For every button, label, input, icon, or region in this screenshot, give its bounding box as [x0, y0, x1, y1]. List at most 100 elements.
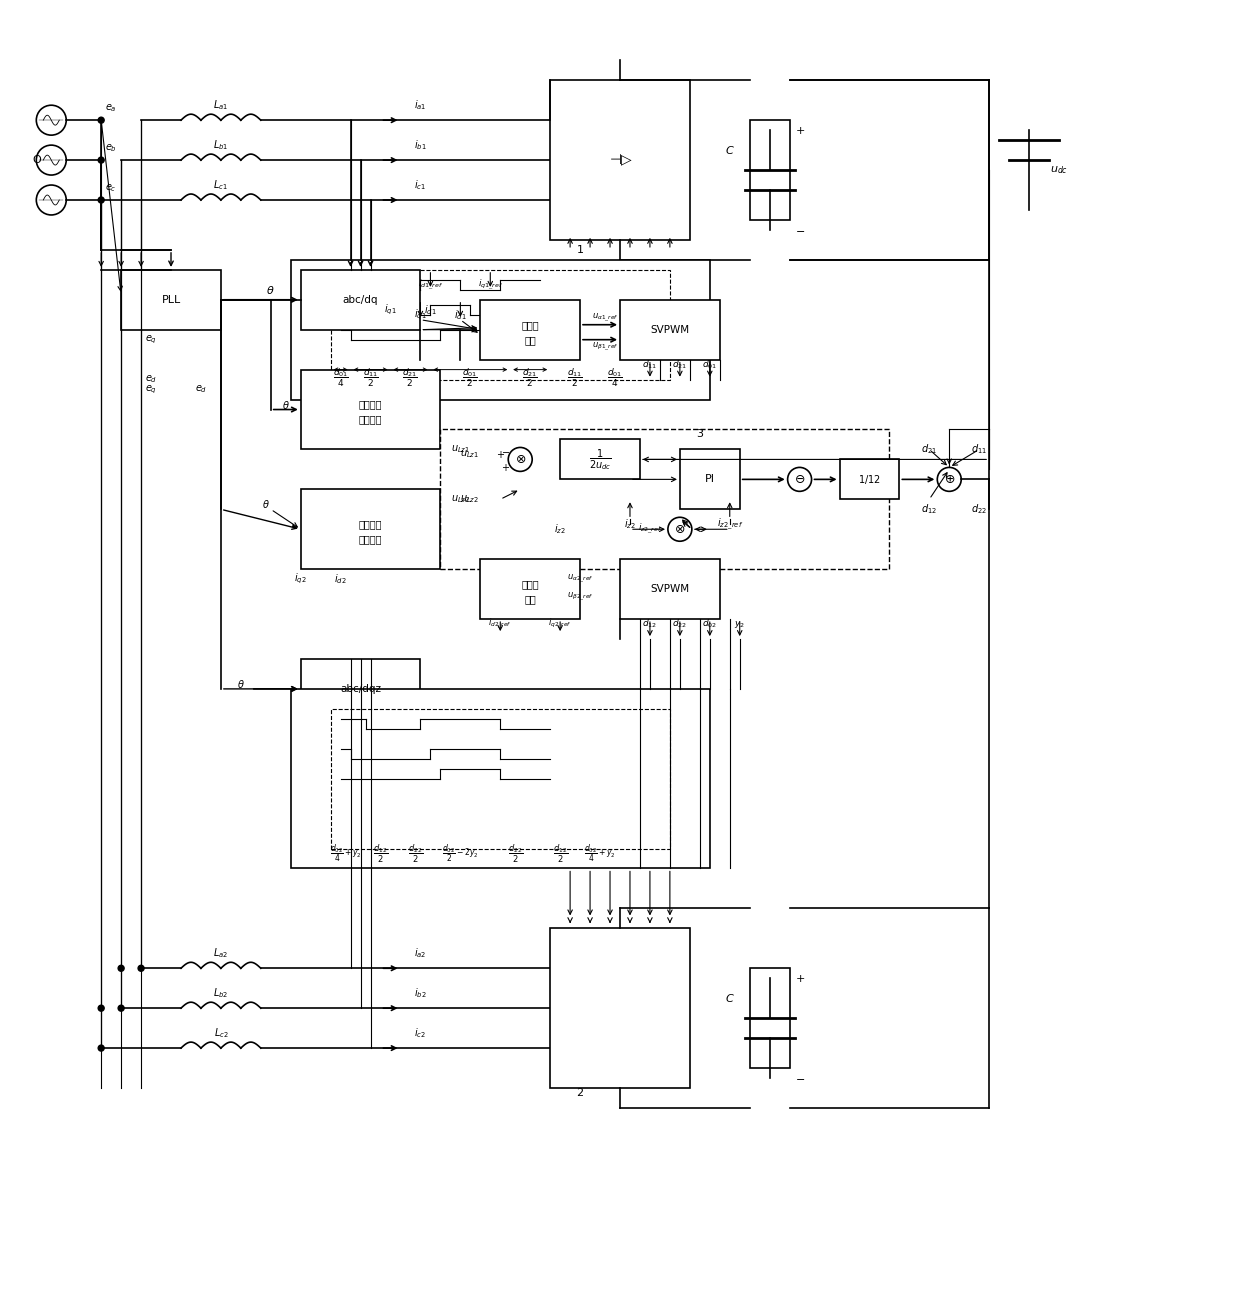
Text: $\dfrac{d_{11}}{2}$: $\dfrac{d_{11}}{2}$	[362, 366, 378, 389]
Text: $u_{Lz1}$: $u_{Lz1}$	[451, 443, 470, 455]
Text: $\dfrac{1}{2u_{dc}}$: $\dfrac{1}{2u_{dc}}$	[589, 447, 611, 472]
Bar	[750, 120, 790, 220]
Text: $i_{d1\_ref}$: $i_{d1\_ref}$	[418, 277, 443, 293]
Text: O: O	[32, 155, 41, 165]
Text: $i_{q2}$: $i_{q2}$	[294, 572, 308, 586]
Text: $\dfrac{d_{22}}{2}$: $\dfrac{d_{22}}{2}$	[408, 843, 423, 865]
Text: $+$: $+$	[795, 125, 805, 135]
Text: $u_{\alpha 2\_ref}$: $u_{\alpha 2\_ref}$	[567, 572, 594, 585]
Text: $d_{11}$: $d_{11}$	[642, 358, 657, 371]
Circle shape	[98, 197, 104, 202]
Text: 节器: 节器	[525, 335, 536, 344]
Text: $u_{Lz1}$: $u_{Lz1}$	[460, 449, 480, 460]
Text: $i_{q2\_ref}$: $i_{q2\_ref}$	[548, 617, 572, 632]
Text: $i_{z2\_ref}$: $i_{z2\_ref}$	[717, 517, 743, 532]
Bar	[680, 450, 740, 509]
Circle shape	[98, 1045, 104, 1051]
Text: 电流调: 电流调	[521, 320, 539, 330]
Text: $L_{c1}$: $L_{c1}$	[213, 178, 228, 192]
Text: $\dfrac{d_{12}}{2}$: $\dfrac{d_{12}}{2}$	[553, 843, 568, 865]
Text: $i_{c2}$: $i_{c2}$	[414, 1026, 427, 1040]
Text: $\theta$: $\theta$	[281, 398, 290, 410]
Text: SVPWM: SVPWM	[650, 325, 689, 335]
Text: $i_{b2}$: $i_{b2}$	[414, 986, 427, 1000]
Text: SVPWM: SVPWM	[650, 584, 689, 594]
Bar	[290, 260, 709, 400]
Text: 电压计算: 电压计算	[358, 534, 382, 544]
Circle shape	[118, 1005, 124, 1011]
Text: 1: 1	[577, 245, 584, 255]
Text: $d_{21}$: $d_{21}$	[921, 442, 937, 456]
Text: $u_{Lz2}$: $u_{Lz2}$	[460, 494, 480, 505]
Text: $\dfrac{d_{22}}{2}$: $\dfrac{d_{22}}{2}$	[507, 843, 523, 865]
Text: $i_{d2\_ref}$: $i_{d2\_ref}$	[489, 617, 512, 632]
Text: $\dfrac{d_{02}}{4}+y_2$: $\dfrac{d_{02}}{4}+y_2$	[330, 843, 361, 865]
Text: $1/12$: $1/12$	[858, 473, 880, 486]
Bar	[290, 688, 709, 869]
Bar	[331, 709, 670, 848]
Text: $e_c$: $e_c$	[105, 182, 117, 193]
Text: $\dfrac{d_{11}}{2}$: $\dfrac{d_{11}}{2}$	[567, 366, 583, 389]
Text: $i_{b1}$: $i_{b1}$	[414, 138, 427, 152]
Text: PI: PI	[704, 474, 714, 485]
Text: $-$: $-$	[795, 226, 805, 235]
Text: $d_{22}$: $d_{22}$	[672, 617, 687, 630]
Bar	[560, 440, 640, 480]
Text: $L_{b2}$: $L_{b2}$	[213, 986, 228, 1000]
Text: $i_{c1}$: $i_{c1}$	[414, 178, 427, 192]
Text: $u_{\beta 1\_ref}$: $u_{\beta 1\_ref}$	[591, 340, 619, 353]
Bar	[839, 459, 899, 499]
Text: $\dfrac{d_{01}}{4}$: $\dfrac{d_{01}}{4}$	[608, 366, 622, 389]
Text: $i_{d1}$: $i_{d1}$	[454, 308, 466, 322]
Text: $\otimes$: $\otimes$	[675, 523, 686, 536]
Circle shape	[98, 1005, 104, 1011]
Text: 电流调: 电流调	[521, 579, 539, 589]
Bar	[301, 490, 440, 570]
Text: $\dfrac{d_{02}}{4}+y_2$: $\dfrac{d_{02}}{4}+y_2$	[584, 843, 616, 865]
Text: $i_{q1\_ref}$: $i_{q1\_ref}$	[477, 277, 503, 293]
Text: $d_{01}$: $d_{01}$	[702, 358, 718, 371]
Text: $i_{d2}$: $i_{d2}$	[335, 572, 347, 586]
Text: $+$: $+$	[496, 449, 505, 460]
Text: PLL: PLL	[161, 295, 181, 304]
Text: $d_{12}$: $d_{12}$	[921, 503, 937, 516]
Bar	[301, 370, 440, 450]
Text: $L_{c2}$: $L_{c2}$	[213, 1026, 228, 1040]
Text: 电感零序: 电感零序	[358, 400, 382, 410]
Text: $d_{02}$: $d_{02}$	[702, 617, 718, 630]
Text: 2: 2	[577, 1088, 584, 1098]
Bar	[750, 968, 790, 1069]
Circle shape	[118, 965, 124, 972]
Text: $\theta$: $\theta$	[237, 678, 244, 690]
Text: $\otimes$: $\otimes$	[515, 452, 526, 465]
Text: $\dfrac{d_{21}}{2}$: $\dfrac{d_{21}}{2}$	[403, 366, 418, 389]
Bar	[620, 559, 719, 619]
Text: $e_d$: $e_d$	[145, 374, 157, 385]
Text: $e_d$: $e_d$	[195, 384, 207, 396]
Text: $e_q$: $e_q$	[145, 383, 157, 396]
Text: $\ominus$: $\ominus$	[794, 473, 805, 486]
Text: 电感零序: 电感零序	[358, 519, 382, 530]
Text: $i_{q1}$: $i_{q1}$	[414, 308, 427, 322]
Text: $L_{a2}$: $L_{a2}$	[213, 946, 228, 960]
Text: $C$: $C$	[725, 144, 734, 156]
Text: $\dfrac{d_{01}}{2}$: $\dfrac{d_{01}}{2}$	[463, 366, 479, 389]
Text: 电压计算: 电压计算	[358, 415, 382, 424]
Text: $u_{dc}$: $u_{dc}$	[1050, 164, 1068, 177]
Text: $\dfrac{d_{01}}{4}$: $\dfrac{d_{01}}{4}$	[332, 366, 348, 389]
Text: $+$: $+$	[501, 461, 510, 473]
Circle shape	[138, 965, 144, 972]
Bar	[551, 80, 689, 240]
Text: $i_{z2}$: $i_{z2}$	[624, 517, 636, 531]
Text: $\dfrac{d_{12}}{2}$: $\dfrac{d_{12}}{2}$	[373, 843, 388, 865]
Text: $C$: $C$	[725, 993, 734, 1004]
Text: 节器: 节器	[525, 594, 536, 605]
Text: 3: 3	[697, 429, 703, 440]
Text: $i_{q1}$: $i_{q1}$	[384, 303, 397, 317]
Bar	[301, 659, 420, 719]
Circle shape	[98, 157, 104, 164]
Bar	[122, 269, 221, 330]
Bar	[551, 928, 689, 1088]
Text: $\dashv\!\!\!\triangleright$: $\dashv\!\!\!\triangleright$	[608, 152, 632, 168]
Text: $i_{a2}$: $i_{a2}$	[414, 946, 427, 960]
